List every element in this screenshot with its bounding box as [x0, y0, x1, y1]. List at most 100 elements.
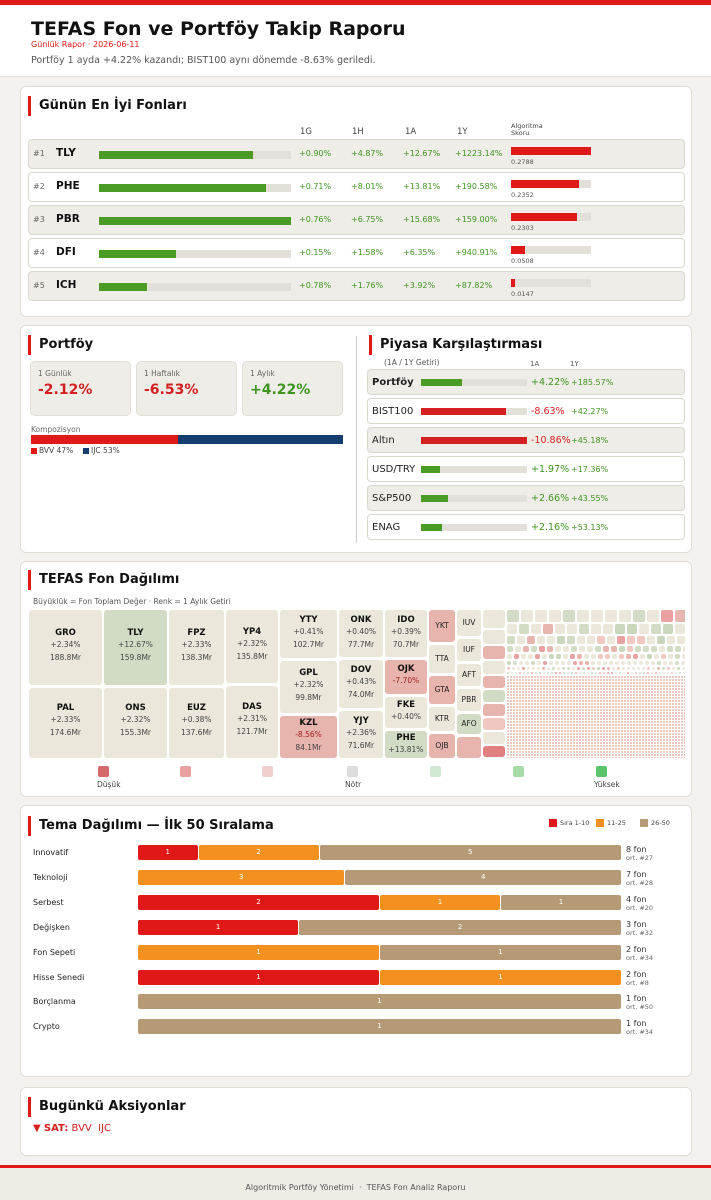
legend-swatch [347, 766, 358, 777]
tile-return: +0.40% [390, 712, 422, 721]
treemap-tile-tiny [660, 697, 662, 699]
treemap-tile-tiny [600, 688, 602, 690]
legend-label: Sıra 1-10 [560, 819, 590, 827]
treemap-tile-tiny [645, 709, 647, 711]
treemap-tile-tiny [666, 688, 668, 690]
treemap-tile-tiny [609, 697, 611, 699]
treemap-tile-tiny [603, 745, 605, 747]
treemap-tile-tiny [558, 727, 560, 729]
treemap-tile-tiny [513, 718, 515, 720]
treemap-tile-tiny [552, 718, 554, 720]
treemap-tile-tiny [510, 700, 512, 702]
treemap-tile-tiny [594, 709, 596, 711]
treemap-tile-tiny [663, 688, 665, 690]
treemap-tile-tiny [510, 745, 512, 747]
treemap-tile-tiny [572, 667, 575, 670]
treemap-tile-tiny [546, 739, 548, 741]
treemap-tile-tiny [588, 721, 590, 723]
treemap-tile-tiny [510, 694, 512, 696]
treemap-tile-tiny [516, 757, 518, 758]
treemap-tile-tiny [540, 721, 542, 723]
treemap-tile-tiny [627, 700, 629, 702]
treemap-tile-tiny [600, 718, 602, 720]
treemap-tile-tiny [597, 721, 599, 723]
treemap-tile-tiny [546, 712, 548, 714]
treemap-tile-tiny [681, 757, 683, 758]
treemap-tile-tiny [516, 712, 518, 714]
treemap-tile-tiny [534, 742, 536, 744]
treemap-tile-tiny [600, 703, 602, 705]
fund-row: #4 DFI +0.15% +1.58% +6.35% +940.91% 0.0508 [28, 238, 685, 268]
treemap-tile-tiny [531, 730, 533, 732]
treemap-tile-tiny [612, 691, 614, 693]
treemap-tile-tiny [582, 745, 584, 747]
treemap-tile-tiny [678, 685, 680, 687]
treemap-tile-tiny [603, 754, 605, 756]
treemap-tile-tiny [663, 672, 665, 674]
treemap-tile-tiny [534, 718, 536, 720]
treemap-tile-tiny [618, 733, 620, 735]
score-bar-track [511, 213, 591, 221]
kpi-label: 1 Günlük [38, 369, 72, 378]
treemap-tile-tiny [645, 706, 647, 708]
treemap-tile-tiny [660, 754, 662, 756]
treemap-tile-tiny [621, 745, 623, 747]
treemap-tile-tiny [639, 724, 641, 726]
treemap-tile-tiny [657, 739, 659, 741]
column-header-1h: 1H [352, 127, 364, 137]
treemap-tile-tiny [549, 610, 561, 622]
treemap-tile-tiny [669, 742, 671, 744]
treemap-tile-tiny [531, 624, 541, 634]
market-bar-track [421, 437, 527, 444]
treemap-tile-tiny [675, 724, 677, 726]
treemap-tile-tiny [549, 724, 551, 726]
treemap-tile-tiny [579, 694, 581, 696]
treemap-tile-tiny [525, 709, 527, 711]
treemap-tile-tiny [576, 742, 578, 744]
treemap-tile-tiny [657, 694, 659, 696]
treemap-tile-tiny [522, 688, 524, 690]
treemap-tile-tiny [537, 703, 539, 705]
treemap-tile-tiny [582, 700, 584, 702]
treemap-tile-tiny [612, 718, 614, 720]
treemap-tile-tiny [585, 706, 587, 708]
treemap-tile-tiny [519, 676, 521, 678]
market-name: ENAG [372, 522, 401, 533]
treemap-tile-tiny [660, 736, 662, 738]
legend-swatch [640, 819, 648, 827]
treemap-tile-tiny [546, 736, 548, 738]
treemap-tile-tiny [630, 709, 632, 711]
treemap-tile-tiny [594, 733, 596, 735]
treemap-tile-tiny [612, 682, 614, 684]
treemap-tile-tiny [552, 742, 554, 744]
treemap-tile-tiny [612, 685, 614, 687]
treemap-tile-tiny [615, 694, 617, 696]
treemap-tile-tiny [618, 679, 620, 681]
treemap-tile-tiny [519, 706, 521, 708]
treemap-tile-tiny [648, 742, 650, 744]
treemap-tile-tiny [573, 721, 575, 723]
treemap-tile-tiny [510, 721, 512, 723]
treemap-tile-tiny [651, 694, 653, 696]
treemap-tile: ONK +0.40% 77.7Mr [339, 610, 383, 657]
theme-count: 2 fon ort. #34 [626, 945, 653, 963]
treemap-tile-tiny [678, 751, 680, 753]
treemap-tile-tiny [681, 754, 683, 756]
treemap-tile-tiny [535, 610, 547, 622]
fund-return-h1: +8.01% [351, 182, 384, 191]
theme-name: Fon Sepeti [33, 947, 76, 957]
treemap-tile-tiny [591, 682, 593, 684]
treemap-tile-tiny [633, 685, 635, 687]
treemap-tile-tiny [675, 706, 677, 708]
treemap-tile-tiny [669, 697, 671, 699]
treemap-tile-tiny [570, 679, 572, 681]
treemap-tile-tiny [531, 682, 533, 684]
treemap-tile-tiny [607, 667, 610, 670]
theme-segment: 1 [380, 894, 500, 910]
tile-code: IDO [397, 615, 415, 625]
treemap-tile-tiny [597, 724, 599, 726]
theme-count: 1 fon ort. #34 [626, 1019, 653, 1037]
treemap-tile-tiny [591, 742, 593, 744]
treemap-tile-tiny [603, 718, 605, 720]
treemap-tile-tiny [558, 730, 560, 732]
